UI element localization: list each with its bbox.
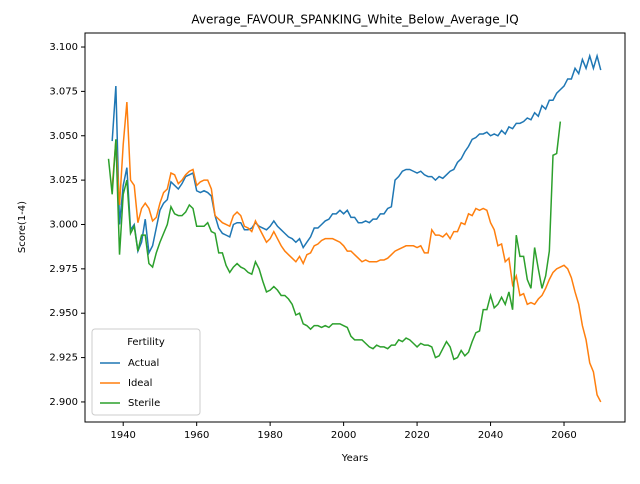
y-tick-label: 3.000	[49, 219, 78, 230]
legend: Fertility Actual Ideal Sterile	[91, 328, 201, 416]
y-tick-label: 3.075	[49, 86, 78, 97]
y-tick-label: 2.925	[49, 353, 78, 364]
y-axis-label: Score(1-4)	[17, 201, 28, 253]
y-tick-label: 3.025	[49, 175, 78, 186]
plot-frame	[84, 32, 626, 423]
series-line	[111, 101, 602, 403]
x-tick-label: 1980	[257, 430, 282, 441]
series-line	[111, 53, 602, 256]
chart-title: Average_FAVOUR_SPANKING_White_Below_Aver…	[191, 13, 518, 27]
legend-box	[91, 328, 201, 416]
x-tick-label: 2060	[551, 430, 576, 441]
x-tick-label: 2020	[404, 430, 429, 441]
x-tick-label: 2000	[331, 430, 356, 441]
legend-title: Fertility	[127, 337, 165, 348]
legend-label: Actual	[128, 358, 159, 369]
series-line	[107, 121, 562, 361]
y-tick-label: 3.050	[49, 131, 78, 142]
legend-label: Ideal	[128, 378, 152, 389]
y-tick-label: 2.950	[49, 308, 78, 319]
legend-label: Sterile	[128, 398, 160, 409]
x-tick-label: 1940	[110, 430, 135, 441]
y-tick-label: 3.100	[49, 42, 78, 53]
y-tick-label: 2.900	[49, 397, 78, 408]
x-tick-label: 1960	[184, 430, 209, 441]
x-tick-label: 2040	[478, 430, 503, 441]
x-axis-label: Years	[341, 453, 368, 464]
y-tick-label: 2.975	[49, 264, 78, 275]
